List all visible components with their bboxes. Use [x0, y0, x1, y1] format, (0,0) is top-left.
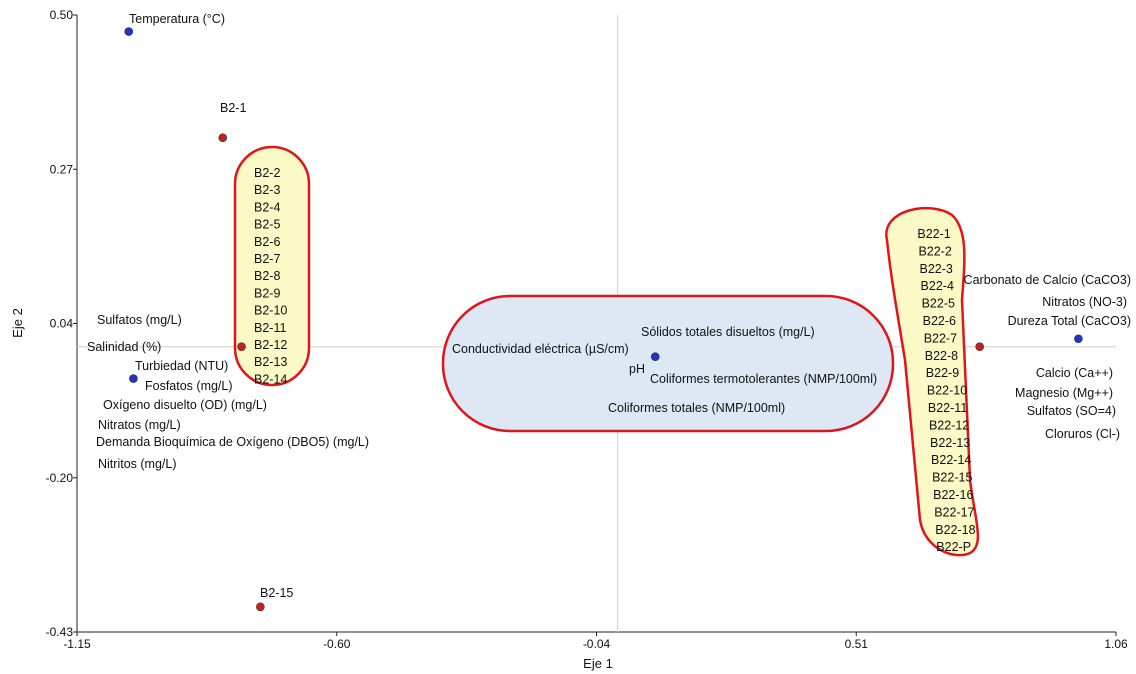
- point-label: Temperatura (°C): [129, 12, 225, 26]
- variable-label: Nitratos (NO-3): [1042, 295, 1127, 309]
- sample-label-b22: B22-13: [930, 436, 970, 450]
- sample-label-b22: B22-16: [933, 488, 973, 502]
- group-b22-highlight: [885, 206, 980, 557]
- sample-label-b2: B2-4: [254, 200, 280, 214]
- sample-label-b22: B22-1: [917, 227, 950, 241]
- sample-label-b22: B22-11: [928, 401, 967, 415]
- sample-label-b22: B22-9: [926, 366, 959, 380]
- variable-label: Sulfatos (SO=4): [1027, 404, 1116, 418]
- sample-label-b2: B2-14: [254, 372, 287, 386]
- data-points: [124, 27, 1083, 612]
- y-tick-label: -0.43: [46, 625, 74, 639]
- data-point: [975, 342, 984, 352]
- variable-label: Turbiedad (NTU): [135, 359, 228, 373]
- y-tick-label: 0.50: [50, 8, 74, 22]
- variable-label: pH: [629, 362, 645, 376]
- sample-label-b22: B22-4: [921, 279, 954, 293]
- x-tick-label: -0.04: [583, 637, 611, 651]
- variable-label: Conductividad eléctrica (µS/cm): [452, 342, 629, 356]
- point-label: B2-15: [260, 586, 293, 600]
- data-point: [650, 352, 660, 361]
- sample-label-b22: B22-14: [931, 453, 971, 467]
- variable-label: Cloruros (Cl-): [1045, 427, 1120, 441]
- variable-label: Dureza Total (CaCO3): [1008, 314, 1131, 328]
- variable-label: Oxígeno disuelto (OD) (mg/L): [103, 398, 267, 412]
- point-labels: Temperatura (°C) B2-1 B2-15 Sulfatos (mg/L)…: [87, 12, 1131, 600]
- x-tick-label: 0.51: [845, 637, 869, 651]
- sample-label-b22: B22-17: [934, 505, 974, 519]
- center-cluster-highlight: [441, 294, 895, 433]
- sample-label-b22: B22-6: [923, 314, 956, 328]
- data-point: [218, 133, 228, 143]
- sample-label-b22: B22-7: [924, 331, 957, 345]
- variable-label: Nitritos (mg/L): [98, 457, 176, 471]
- sample-label-b2: B2-11: [254, 321, 286, 335]
- variable-label: Magnesio (Mg++): [1015, 386, 1113, 400]
- variable-label: Carbonato de Calcio (CaCO3): [964, 273, 1131, 287]
- sample-label-b22: B22-18: [935, 523, 975, 537]
- x-tick-label: -1.15: [63, 637, 91, 651]
- data-point: [237, 342, 246, 352]
- sample-label-b22: B22-P: [936, 540, 971, 554]
- sample-label-b22: B22-3: [920, 262, 953, 276]
- sample-label-b2: B2-2: [254, 166, 280, 180]
- group-b2-highlight: [233, 145, 311, 387]
- sample-label-b2: B2-13: [254, 355, 287, 369]
- sample-label-b2: B2-5: [254, 218, 280, 232]
- variable-label: Nitratos (mg/L): [98, 418, 181, 432]
- x-tick-label: 1.06: [1104, 637, 1128, 651]
- variable-label: Coliformes totales (NMP/100ml): [608, 401, 785, 415]
- y-tick-label: 0.27: [50, 162, 74, 176]
- sample-label-b2: B2-3: [254, 183, 280, 197]
- axes: -1.15 -0.60 -0.04 0.51 1.06 0.50 0.27 0.04 -0.20…: [46, 8, 1128, 651]
- variable-label: Fosfatos (mg/L): [145, 379, 233, 393]
- y-tick-label: -0.20: [46, 471, 74, 485]
- x-tick-label: -0.60: [323, 637, 351, 651]
- sample-label-b2: B2-7: [254, 252, 280, 266]
- data-point: [124, 27, 134, 36]
- sample-label-b2: B2-10: [254, 304, 287, 318]
- sample-label-b2: B2-9: [254, 286, 280, 300]
- sample-label-b2: B2-12: [254, 338, 287, 352]
- variable-label: Calcio (Ca++): [1036, 366, 1113, 380]
- sample-label-b22: B22-15: [932, 471, 972, 485]
- y-axis-title: Eje 2: [10, 308, 25, 338]
- data-point: [129, 374, 138, 383]
- data-point: [256, 602, 265, 612]
- sample-label-b22: B22-8: [925, 349, 958, 363]
- variable-label: Coliformes termotolerantes (NMP/100ml): [650, 372, 877, 386]
- sample-label-b2: B2-6: [254, 235, 280, 249]
- sample-label-b22: B22-10: [927, 384, 967, 398]
- y-tick-label: 0.04: [50, 317, 74, 331]
- sample-label-b22: B22-12: [929, 418, 969, 432]
- sample-label-b22: B22-2: [918, 244, 951, 258]
- point-label: B2-1: [220, 101, 246, 115]
- sample-label-b2: B2-8: [254, 269, 280, 283]
- variable-label: Salinidad (%): [87, 340, 161, 354]
- variable-label: Sólidos totales disueltos (mg/L): [641, 325, 815, 339]
- group-highlights: [233, 145, 980, 557]
- x-axis-title: Eje 1: [583, 656, 613, 671]
- variable-label: Sulfatos (mg/L): [97, 313, 182, 327]
- variable-label: Demanda Bioquímica de Oxígeno (DBO5) (mg…: [96, 435, 369, 449]
- data-point: [1074, 334, 1083, 344]
- sample-label-b22: B22-5: [922, 297, 955, 311]
